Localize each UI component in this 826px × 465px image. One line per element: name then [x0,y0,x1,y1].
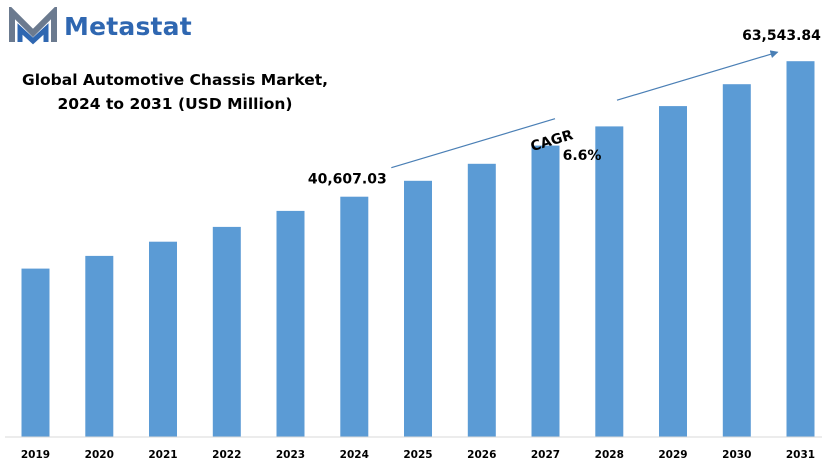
bar-2024 [340,196,369,437]
logo: Metastat [8,6,192,46]
data-label-2031: 63,543.84 [742,28,821,44]
bar-2028 [595,126,624,438]
bar-2029 [659,106,687,437]
data-label-2024: 40,607.03 [308,172,387,188]
x-tick-label-2029: 2029 [658,449,687,461]
cagr-value: 6.6% [563,148,602,164]
x-tick-label-2023: 2023 [276,449,305,461]
bar-2031 [786,61,815,437]
bar-series [21,61,815,438]
bar-2026 [467,163,496,438]
x-tick-label-2022: 2022 [212,449,241,461]
x-tick-label-2020: 2020 [85,449,114,461]
x-tick-label-2019: 2019 [21,449,50,461]
x-tick-label-2026: 2026 [467,449,496,461]
bar-2022 [212,226,241,437]
cagr-arrow-head-line [616,50,779,101]
x-tick-label-2027: 2027 [531,449,560,461]
x-tick-label-2030: 2030 [722,449,751,461]
x-tick-labels: 2019 2020 2021 2022 2023 2024 2025 2026 2027 2028… [21,449,815,461]
bar-2020 [85,255,114,437]
x-tick-label-2028: 2028 [595,449,624,461]
cagr-arrow-line [391,118,556,169]
bar-2023 [276,210,305,437]
bar-2030 [722,84,751,437]
chart-title: Global Automotive Chassis Market, 2024 t… [0,68,350,116]
bar-2019 [21,268,50,437]
x-tick-label-2024: 2024 [340,449,369,461]
chart-title-line-2: 2024 to 2031 (USD Million) [57,95,293,113]
bar-2027 [531,145,560,437]
logo-text: Metastat [64,11,192,41]
bar-2025 [404,180,432,438]
x-tick-label-2031: 2031 [786,449,815,461]
x-tick-label-2025: 2025 [403,449,432,461]
metastat-logo-icon [9,7,57,45]
x-tick-label-2021: 2021 [148,449,177,461]
chart-title-line-1: Global Automotive Chassis Market, [21,71,329,89]
bar-2021 [149,241,177,437]
